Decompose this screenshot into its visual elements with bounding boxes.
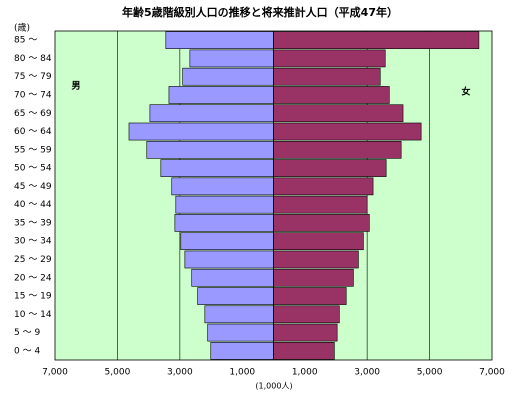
bar — [207, 323, 274, 342]
bar — [171, 177, 274, 196]
y-tick-label: 55 ～ 59 — [14, 145, 52, 155]
x-tick-label: 7,000 — [479, 368, 505, 378]
bar — [273, 31, 480, 49]
bar — [197, 287, 274, 305]
y-tick-label: 80 ～ 84 — [14, 54, 52, 64]
x-tick-label: 1,000 — [229, 368, 255, 378]
x-tick-label: 7,000 — [42, 368, 68, 378]
y-tick-label: 20 ～ 24 — [14, 273, 52, 283]
bar — [273, 140, 402, 159]
bar — [175, 195, 274, 214]
bar — [146, 140, 274, 159]
bar — [168, 86, 274, 104]
bar — [204, 305, 274, 324]
bar — [182, 67, 274, 86]
y-tick-label: 10 ～ 14 — [14, 310, 52, 320]
bar — [191, 268, 274, 287]
bar — [174, 214, 274, 232]
legend-label: 男 — [71, 81, 80, 92]
y-tick-label: 15 ～ 19 — [14, 292, 52, 302]
bar — [273, 159, 387, 177]
x-tick-label: 5,000 — [105, 368, 131, 378]
x-axis-label: (1,000人) — [255, 382, 292, 391]
bar — [273, 49, 386, 68]
bar — [273, 232, 364, 251]
y-tick-label: 50 ～ 54 — [14, 164, 52, 174]
bar — [273, 177, 374, 196]
y-tick-label: 75 ～ 79 — [14, 72, 52, 82]
legend-label: 女 — [461, 86, 470, 98]
bar — [273, 86, 390, 104]
bar — [273, 214, 370, 232]
bar — [184, 250, 274, 269]
bar — [160, 159, 274, 177]
y-tick-label: 40 ～ 44 — [14, 200, 52, 210]
y-tick-label: 70 ～ 74 — [14, 90, 52, 100]
y-tick-label: 45 ～ 49 — [14, 182, 52, 192]
bar — [189, 49, 274, 68]
x-tick-label: 3,000 — [167, 368, 193, 378]
bar — [165, 31, 274, 49]
y-tick-label: 85 ～ — [14, 36, 37, 46]
bar — [210, 342, 274, 360]
bar — [273, 122, 422, 141]
bar — [273, 323, 338, 342]
bar — [273, 305, 340, 324]
x-tick-label: 1,000 — [292, 368, 318, 378]
y-tick-label: 65 ～ 69 — [14, 109, 52, 119]
y-axis-label: (歳) — [14, 22, 30, 34]
y-tick-label: 5 ～ 9 — [14, 328, 40, 338]
y-tick-label: 60 ～ 64 — [14, 127, 52, 137]
x-tick-label: 5,000 — [417, 368, 443, 378]
bar — [273, 342, 335, 360]
y-tick-label: 30 ～ 34 — [14, 237, 52, 247]
bar — [273, 195, 368, 214]
bar — [273, 268, 354, 287]
y-tick-label: 35 ～ 39 — [14, 218, 52, 228]
bar — [128, 122, 274, 141]
bar — [273, 67, 381, 86]
bar — [180, 232, 274, 251]
x-tick-label: 3,000 — [354, 368, 380, 378]
bar — [273, 287, 347, 305]
y-tick-label: 0 ～ 4 — [14, 346, 40, 356]
chart-title: 年齢5歳階級別人口の推移と将来推計人口（平成47年） — [122, 5, 398, 19]
bar — [273, 250, 359, 269]
bar — [149, 104, 274, 123]
bar — [273, 104, 404, 123]
y-tick-label: 25 ～ 29 — [14, 255, 52, 265]
